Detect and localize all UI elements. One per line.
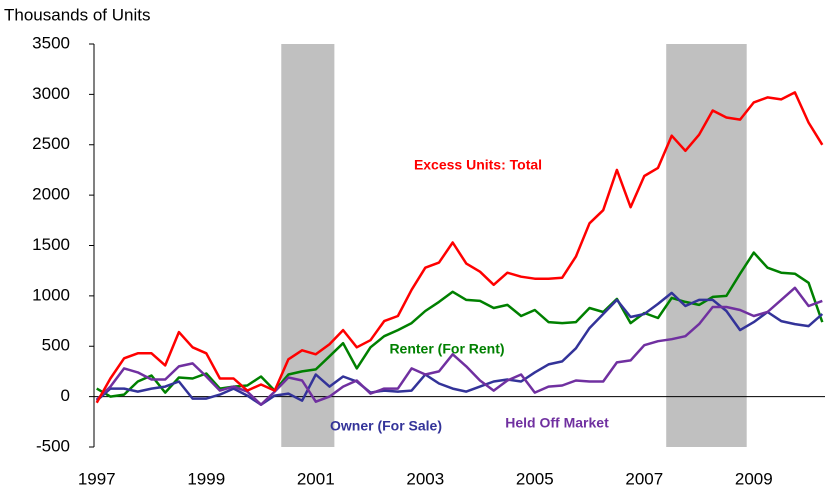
y-tick-label: 3000 bbox=[32, 84, 70, 103]
x-tick-label: 1997 bbox=[78, 469, 116, 488]
x-tick-label: 2001 bbox=[297, 469, 335, 488]
x-tick-label: 2009 bbox=[735, 469, 773, 488]
recession-band bbox=[666, 44, 747, 447]
series-label: Excess Units: Total bbox=[414, 157, 542, 173]
y-tick-label: 0 bbox=[61, 386, 70, 405]
x-tick-label: 2003 bbox=[406, 469, 444, 488]
series-label: Renter (For Rent) bbox=[389, 341, 504, 357]
recession-band bbox=[281, 44, 335, 447]
series-line bbox=[95, 286, 823, 406]
series-line bbox=[96, 251, 824, 398]
y-tick-label: 1500 bbox=[32, 235, 70, 254]
series-line bbox=[95, 291, 824, 406]
y-tick-label: 3500 bbox=[32, 33, 70, 52]
series-line bbox=[95, 91, 824, 404]
series-label: Owner (For Sale) bbox=[330, 418, 442, 434]
y-tick-label: -500 bbox=[36, 436, 70, 455]
x-tick-label: 1999 bbox=[187, 469, 225, 488]
series-label: Held Off Market bbox=[505, 415, 609, 431]
x-tick-label: 2005 bbox=[516, 469, 554, 488]
y-tick-label: 1000 bbox=[32, 285, 70, 304]
x-tick-label: 2007 bbox=[625, 469, 663, 488]
y-axis-label: Thousands of Units bbox=[4, 5, 150, 24]
y-tick-label: 500 bbox=[42, 336, 70, 355]
y-tick-label: 2000 bbox=[32, 185, 70, 204]
y-tick-label: 2500 bbox=[32, 134, 70, 153]
